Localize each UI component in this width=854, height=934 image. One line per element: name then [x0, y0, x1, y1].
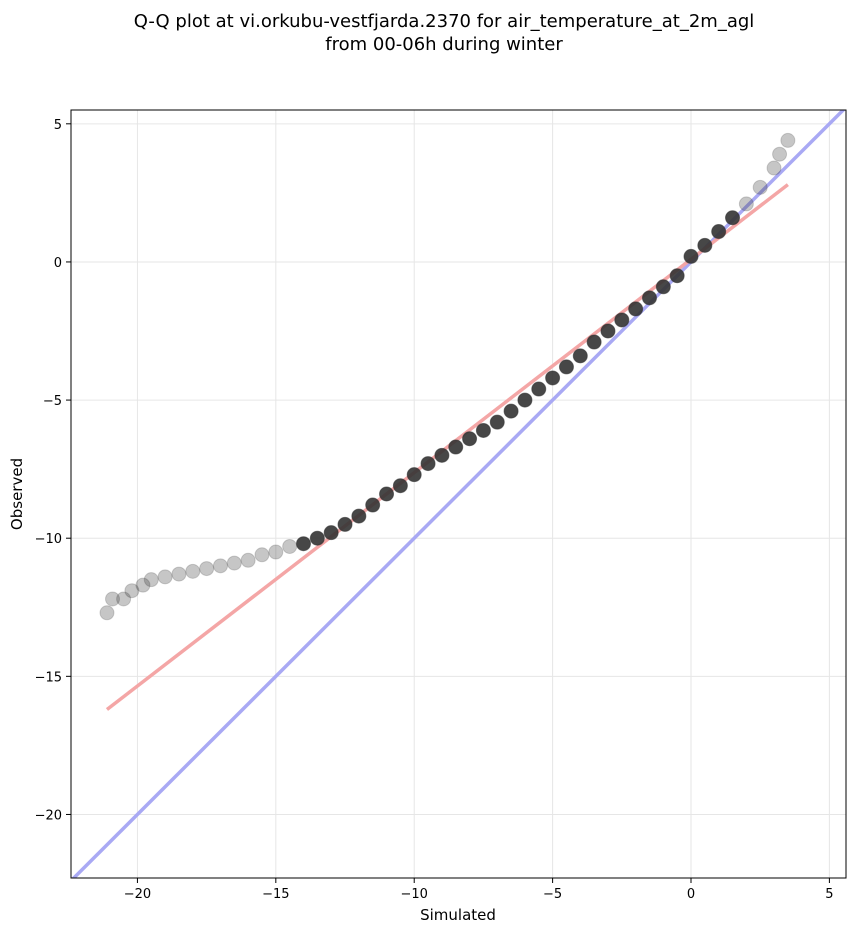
data-point [365, 497, 381, 513]
y-tick-label: 5 [54, 118, 62, 133]
data-point [124, 583, 140, 599]
x-tick-label: −20 [124, 887, 151, 902]
data-point [406, 467, 422, 483]
x-tick-label: −10 [400, 887, 427, 902]
data-point [655, 279, 671, 295]
y-axis-label: Observed [8, 458, 26, 530]
y-tick-label: −15 [35, 670, 62, 685]
data-point [780, 132, 796, 148]
y-tick-label: −5 [43, 394, 62, 409]
data-point [323, 525, 339, 541]
data-point [296, 536, 311, 552]
data-point [392, 478, 408, 494]
data-point [641, 290, 657, 306]
data-point [185, 563, 201, 579]
data-point [420, 456, 436, 472]
data-point [766, 160, 782, 176]
data-point [309, 530, 325, 546]
y-axis-ticks: 5 0 −5 −10 −15 −20 [35, 118, 71, 823]
data-point [462, 431, 478, 447]
data-point [614, 312, 630, 328]
data-point [351, 508, 367, 524]
data-point [725, 210, 741, 226]
data-point [448, 439, 464, 455]
data-point [489, 414, 505, 430]
fit-line [105, 183, 789, 711]
data-point [254, 547, 270, 563]
data-point [752, 179, 768, 195]
plot-frame [70, 109, 847, 879]
x-axis-ticks: −20 −15 −10 −5 0 5 [124, 878, 834, 902]
x-tick-label: 5 [825, 887, 833, 902]
data-point [226, 555, 242, 571]
data-point [171, 566, 187, 582]
data-points [99, 132, 796, 621]
y-tick-label: −20 [35, 808, 62, 823]
x-axis-label: Simulated [420, 906, 496, 924]
data-point [135, 577, 151, 593]
x-tick-label: −5 [543, 887, 562, 902]
data-point [434, 447, 450, 463]
grid [71, 110, 846, 878]
data-point [772, 146, 788, 162]
data-point [517, 392, 533, 408]
data-point [105, 591, 121, 607]
data-point [337, 516, 353, 532]
data-point [531, 381, 547, 397]
data-point [199, 561, 215, 577]
data-point [545, 370, 561, 386]
data-point [282, 538, 298, 554]
data-point [683, 248, 699, 264]
data-point [738, 196, 754, 212]
data-point [586, 334, 602, 350]
data-point [212, 558, 228, 574]
chart-subtitle: from 00-06h during winter [325, 34, 563, 55]
data-point [268, 544, 284, 560]
chart-title-line1: Q-Q plot at vi.orkubu-vestfjarda.2370 fo… [133, 11, 755, 32]
data-point [558, 359, 574, 375]
x-tick-label: 0 [687, 887, 695, 902]
data-point [99, 605, 115, 621]
data-point [669, 268, 685, 284]
y-tick-label: 0 [54, 256, 62, 271]
data-point [503, 403, 519, 419]
data-point [600, 323, 616, 339]
x-tick-label: −15 [262, 887, 289, 902]
data-point [116, 591, 132, 607]
data-point [697, 237, 713, 253]
data-point [475, 422, 491, 438]
data-point [379, 486, 395, 502]
y-tick-label: −10 [35, 532, 62, 547]
data-point [240, 552, 256, 568]
data-point [157, 569, 173, 585]
data-point [711, 224, 727, 240]
data-point [143, 572, 159, 588]
data-point [628, 301, 644, 317]
chart-title: Q-Q plot at vi.orkubu-vestfjarda.2370 fo… [0, 10, 854, 56]
data-point [572, 348, 588, 364]
